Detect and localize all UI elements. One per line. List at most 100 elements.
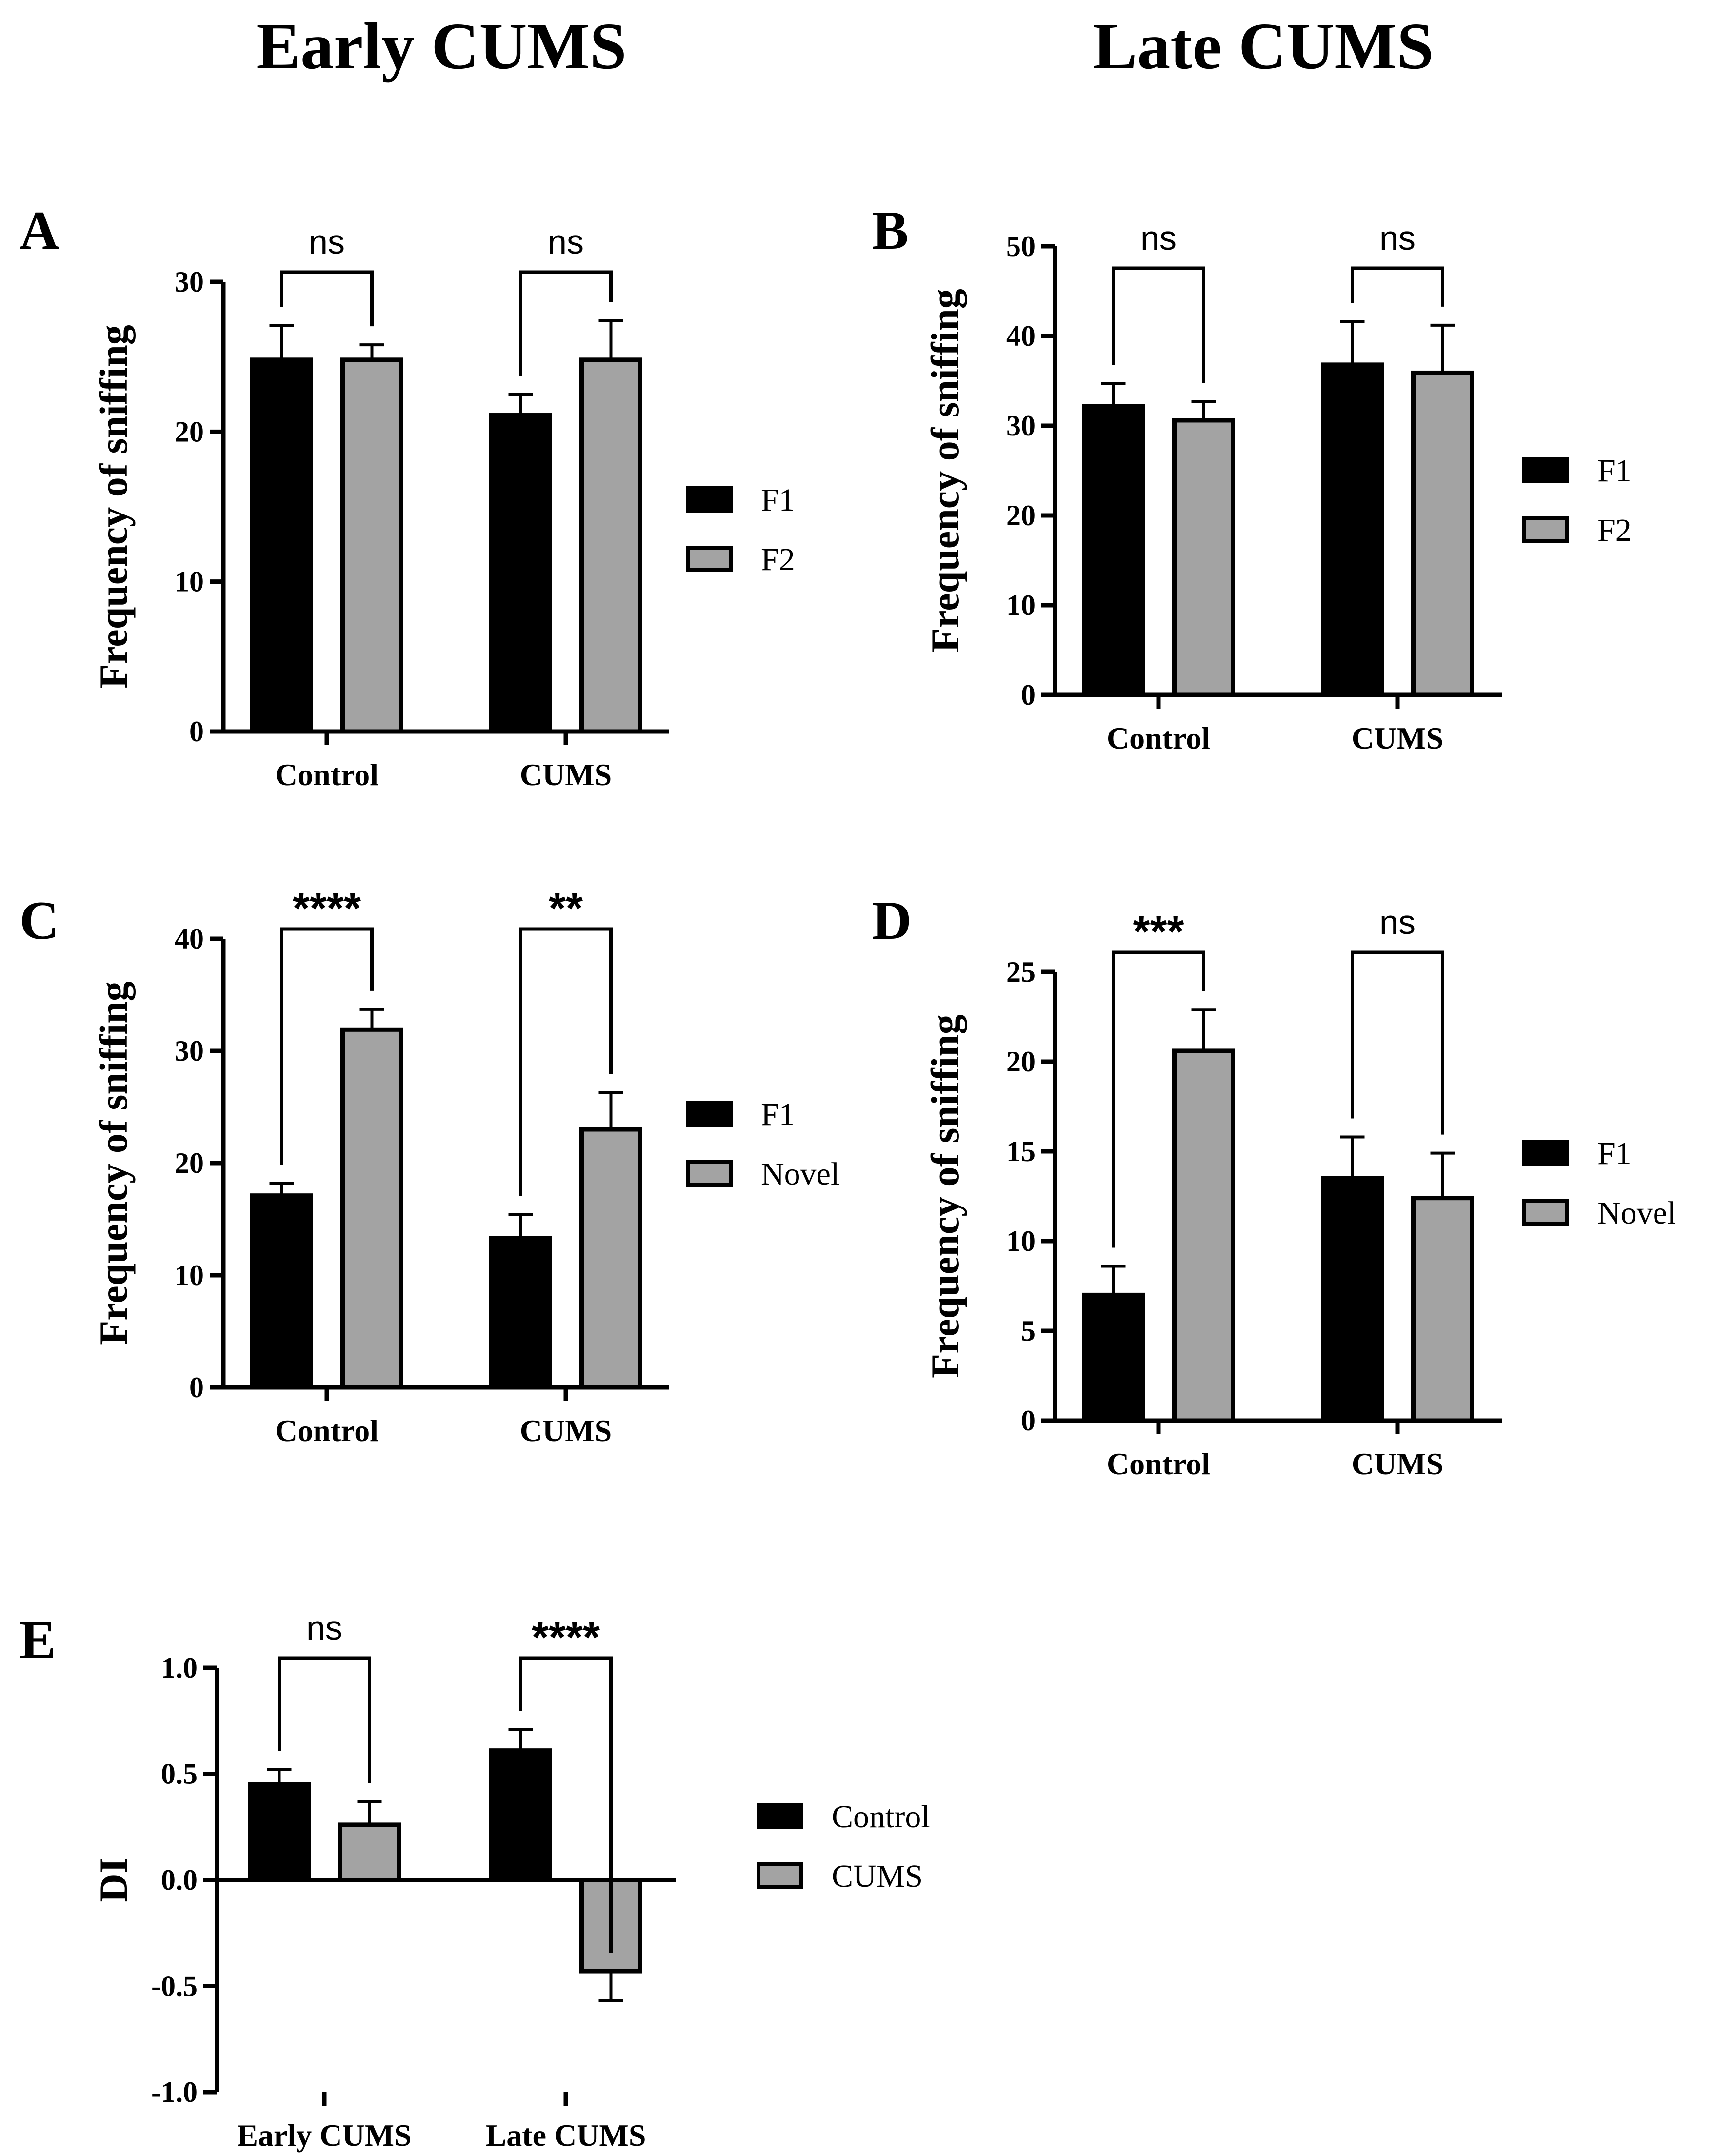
- bar-f1: [489, 413, 552, 734]
- x-tick-label: CUMS: [1352, 1446, 1443, 1481]
- significance-bracket: [1351, 950, 1444, 1135]
- y-axis-label: DI: [91, 1858, 136, 1902]
- column-title-late: Late CUMS: [1093, 10, 1434, 83]
- legend-label: F1: [761, 1097, 795, 1132]
- y-tick-label: 1.0: [161, 1652, 198, 1684]
- bar-f1: [250, 357, 313, 734]
- y-tick-label: 20: [1006, 1046, 1036, 1078]
- legend-swatch-f1: [1522, 457, 1569, 483]
- panel-letter: D: [872, 890, 912, 951]
- bar-f1: [1321, 362, 1384, 697]
- significance-bracket: [519, 1656, 613, 1953]
- legend-swatch-f2: [686, 546, 733, 572]
- legend-label: F1: [761, 482, 795, 518]
- y-axis-label: Frequency of sniffing: [923, 1014, 967, 1378]
- legend-swatch-f1: [686, 486, 733, 513]
- panel-a: A 0 10 20 30 Frequency of sniffing Control ns CU…: [20, 200, 795, 792]
- bar-f1: [1082, 404, 1145, 697]
- y-axis-label: Frequency of sniffing: [923, 289, 967, 653]
- legend-label: F1: [1597, 453, 1632, 489]
- y-tick-label: 40: [175, 923, 204, 955]
- y-tick-label: 25: [1006, 956, 1036, 988]
- bar-f1: [489, 1236, 552, 1390]
- x-tick-label: Control: [1107, 721, 1210, 755]
- significance-label: ns: [1379, 219, 1416, 257]
- legend-label: CUMS: [832, 1859, 923, 1894]
- significance-bracket: [1112, 950, 1205, 1248]
- bar-f1: [1321, 1176, 1384, 1423]
- panel-e: E -1.0 -0.5 0.0 0.5 1.0 DI Early CUMS ns Late CUM…: [20, 1609, 930, 2153]
- x-tick-label: CUMS: [520, 1413, 612, 1448]
- legend-swatch-f1: [686, 1101, 733, 1127]
- y-tick-label: 30: [175, 266, 204, 298]
- x-tick-label: CUMS: [520, 757, 612, 792]
- y-tick-label: 0.5: [161, 1758, 198, 1790]
- panel-letter: A: [20, 200, 59, 261]
- significance-label: **: [549, 884, 583, 933]
- x-tick-label: Control: [275, 1413, 379, 1448]
- y-tick-label: 40: [1006, 320, 1036, 352]
- bar-novel: [579, 1127, 642, 1390]
- significance-label: ns: [1379, 903, 1416, 941]
- panel-d: D 0 5 10 15 20 25 Frequency of sniffing Control *…: [872, 890, 1676, 1481]
- x-tick-label: Early CUMS: [237, 2118, 411, 2153]
- panel-letter: C: [20, 890, 59, 951]
- y-tick-label: 20: [175, 415, 204, 448]
- legend-swatch-novel: [686, 1160, 733, 1187]
- y-tick-label: 15: [1006, 1135, 1036, 1167]
- x-tick-label: Late CUMS: [486, 2118, 646, 2153]
- significance-bracket: [280, 270, 374, 327]
- y-tick-label: -0.5: [151, 1970, 198, 2002]
- y-tick-label: 0: [1021, 1404, 1036, 1437]
- y-tick-label: 10: [1006, 589, 1036, 621]
- significance-label: ns: [1140, 219, 1177, 257]
- bar-f2: [579, 357, 642, 734]
- bar-f2: [1172, 418, 1235, 697]
- legend-swatch-f1: [1522, 1140, 1569, 1166]
- y-tick-label: -1.0: [151, 2076, 198, 2108]
- y-axis-label: Frequency of sniffing: [91, 981, 136, 1345]
- y-tick-label: 5: [1021, 1315, 1036, 1347]
- y-tick-label: 20: [1006, 499, 1036, 532]
- y-tick-label: 0: [1021, 679, 1036, 711]
- bar-novel: [1411, 1196, 1474, 1423]
- bar-cums: [338, 1822, 401, 1882]
- legend-swatch-novel: [1522, 1199, 1569, 1226]
- legend-label: F1: [1597, 1136, 1632, 1171]
- bar-f2: [340, 357, 403, 734]
- bar-novel: [340, 1027, 403, 1390]
- panel-letter: E: [20, 1610, 56, 1670]
- legend-label: F2: [761, 542, 795, 577]
- significance-label: ***: [1133, 908, 1184, 956]
- legend-swatch-cums: [757, 1862, 803, 1889]
- legend-swatch-f2: [1522, 516, 1569, 543]
- legend-label: Novel: [761, 1156, 839, 1192]
- y-tick-label: 30: [175, 1035, 204, 1067]
- significance-bracket: [1351, 266, 1444, 307]
- y-tick-label: 0: [189, 1371, 204, 1404]
- bar-f1: [1082, 1292, 1145, 1423]
- y-tick-label: 10: [175, 566, 204, 598]
- panel-c: C 0 10 20 30 40 Frequency of sniffing Control **…: [20, 884, 839, 1448]
- bar-f2: [1411, 370, 1474, 697]
- significance-bracket: [1112, 266, 1205, 383]
- y-tick-label: 0: [189, 715, 204, 748]
- legend-label: F2: [1597, 513, 1632, 548]
- y-tick-label: 10: [1006, 1225, 1036, 1257]
- significance-bracket: [280, 927, 374, 1165]
- bar-novel: [1172, 1048, 1235, 1423]
- panel-b: B 0 10 20 30 40 50 Frequency of sniffing Control…: [872, 200, 1632, 755]
- y-tick-label: 20: [175, 1147, 204, 1179]
- significance-label: ns: [309, 223, 345, 261]
- legend-label: Novel: [1597, 1195, 1676, 1231]
- column-title-early: Early CUMS: [256, 10, 626, 83]
- y-tick-label: 0.0: [161, 1864, 198, 1896]
- legend-swatch-control: [757, 1803, 803, 1829]
- bar-control: [248, 1782, 311, 1882]
- y-tick-label: 50: [1006, 230, 1036, 262]
- significance-label: ****: [293, 884, 361, 933]
- panel-letter: B: [872, 200, 909, 261]
- significance-bracket: [278, 1656, 371, 1783]
- bar-f1: [250, 1193, 313, 1390]
